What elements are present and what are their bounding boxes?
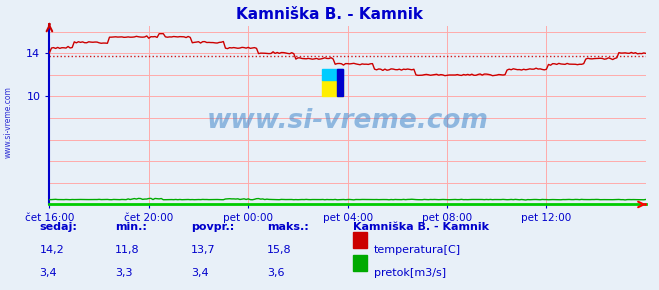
Text: temperatura[C]: temperatura[C] <box>374 245 461 255</box>
FancyBboxPatch shape <box>322 69 343 80</box>
Text: www.si-vreme.com: www.si-vreme.com <box>207 108 488 134</box>
Text: 3,4: 3,4 <box>191 268 209 278</box>
Text: Kamniška B. - Kamnik: Kamniška B. - Kamnik <box>236 7 423 22</box>
FancyBboxPatch shape <box>337 69 343 96</box>
Text: Kamniška B. - Kamnik: Kamniška B. - Kamnik <box>353 222 488 232</box>
FancyBboxPatch shape <box>322 80 343 96</box>
Text: maks.:: maks.: <box>267 222 308 232</box>
Text: 11,8: 11,8 <box>115 245 140 255</box>
Text: 3,4: 3,4 <box>40 268 57 278</box>
Text: 13,7: 13,7 <box>191 245 215 255</box>
Text: www.si-vreme.com: www.si-vreme.com <box>3 86 13 158</box>
Text: 3,3: 3,3 <box>115 268 133 278</box>
Text: 15,8: 15,8 <box>267 245 291 255</box>
Text: 3,6: 3,6 <box>267 268 285 278</box>
Text: pretok[m3/s]: pretok[m3/s] <box>374 268 445 278</box>
Text: sedaj:: sedaj: <box>40 222 77 232</box>
Text: povpr.:: povpr.: <box>191 222 235 232</box>
Text: min.:: min.: <box>115 222 147 232</box>
Text: 14,2: 14,2 <box>40 245 65 255</box>
